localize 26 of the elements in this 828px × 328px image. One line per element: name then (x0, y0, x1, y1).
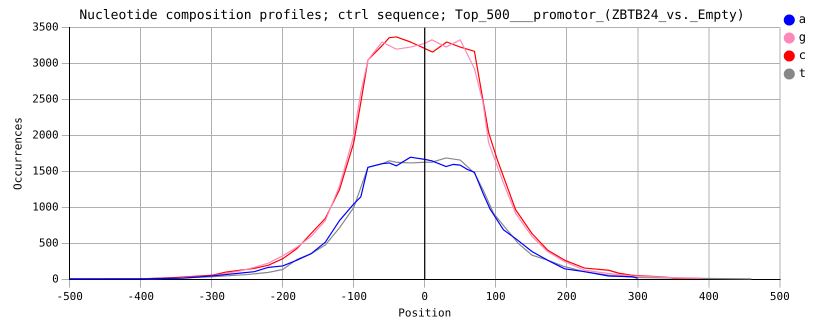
x-tick-label: 100 (486, 290, 506, 304)
legend-label: g (798, 30, 806, 44)
y-tick-label: 3000 (32, 56, 59, 70)
x-tick-label: -400 (127, 290, 154, 304)
legend-label: c (798, 48, 806, 62)
y-tick-label: 3500 (32, 20, 59, 34)
x-tick-label: 500 (770, 290, 790, 304)
x-tick-label: -100 (340, 290, 367, 304)
y-tick-label: 0 (52, 272, 59, 286)
legend-label: a (798, 12, 806, 26)
x-tick-label: 0 (421, 290, 428, 304)
y-axis-title: Occurrences (11, 117, 24, 190)
y-tick-label: 2000 (32, 128, 59, 142)
y-tick-label: 500 (38, 236, 59, 250)
x-tick-label: -200 (269, 290, 296, 304)
x-axis-title: Position (398, 306, 452, 320)
x-tick-label: 200 (556, 290, 577, 304)
legend-label: t (798, 66, 806, 80)
x-tick-label: 400 (698, 290, 719, 304)
x-tick-label: -300 (198, 290, 225, 304)
y-tick-label: 1000 (32, 200, 59, 214)
chart-title: Nucleotide composition profiles; ctrl sequence; Top_500___promotor_(ZBTB24_vs._Empty) (79, 8, 745, 24)
x-tick-label: -500 (56, 290, 83, 304)
y-tick-label: 1500 (32, 164, 59, 178)
y-tick-label: 2500 (32, 92, 59, 106)
x-tick-label: 300 (628, 290, 648, 304)
